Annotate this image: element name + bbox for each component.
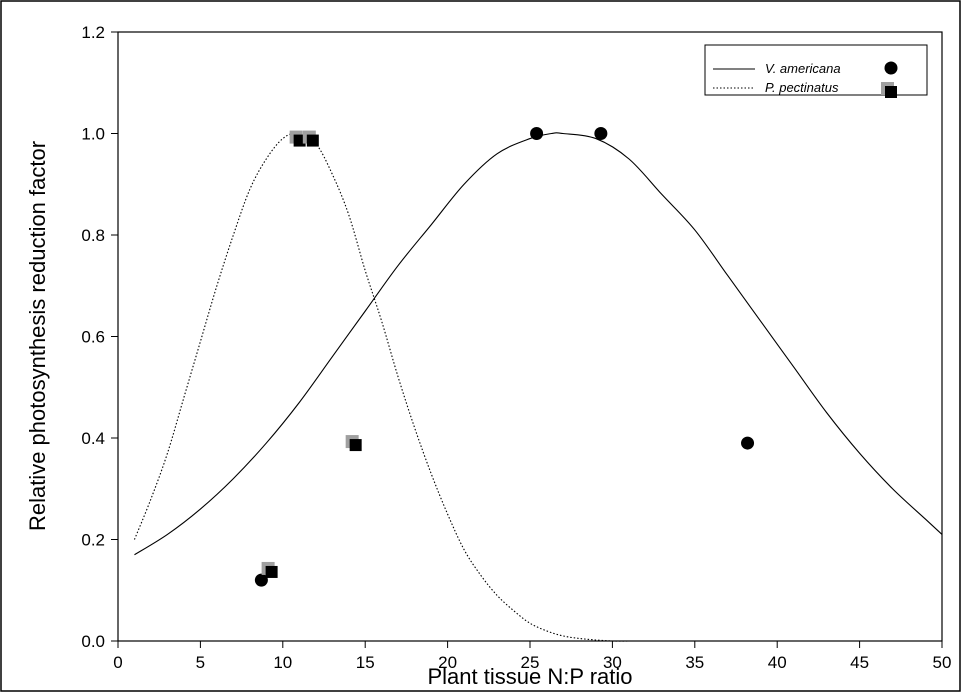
x-tick-label: 20 — [438, 653, 457, 672]
x-tick-label: 30 — [603, 653, 622, 672]
x-tick-label: 10 — [273, 653, 292, 672]
point-p-pectinatus — [306, 134, 319, 147]
x-tick-label: 25 — [521, 653, 540, 672]
x-tick-label: 5 — [196, 653, 205, 672]
legend-marker-p-pectinatus — [885, 86, 897, 98]
y-axis-ticks: 0.0 0.2 0.4 0.6 0.8 1.0 1.2 — [81, 23, 118, 651]
y-tick-label: 0.8 — [81, 226, 105, 245]
y-axis-title: Relative photosynthesis reduction factor — [25, 141, 50, 531]
legend: V. americana P. pectinatus — [704, 44, 928, 98]
x-tick-label: 35 — [685, 653, 704, 672]
point-p-pectinatus — [265, 565, 278, 578]
point-v-americana — [530, 127, 544, 140]
y-tick-label: 1.2 — [81, 23, 105, 42]
x-tick-label: 50 — [933, 653, 952, 672]
y-tick-label: 0.2 — [81, 531, 105, 550]
legend-label-p-pectinatus: P. pectinatus — [765, 80, 839, 95]
curves-layer — [133, 132, 943, 642]
curve-v-americana — [134, 132, 943, 556]
y-tick-label: 1.0 — [81, 125, 105, 144]
point-v-americana — [254, 573, 268, 587]
curve-p-pectinatus — [133, 132, 662, 642]
y-tick-label: 0.6 — [81, 328, 105, 347]
x-tick-label: 40 — [768, 653, 787, 672]
x-tick-label: 45 — [850, 653, 869, 672]
point-v-americana — [594, 127, 608, 140]
x-tick-label: 15 — [356, 653, 375, 672]
y-tick-label: 0.4 — [81, 429, 105, 448]
legend-marker-v-americana — [884, 61, 898, 75]
y-tick-label: 0.0 — [81, 632, 105, 651]
x-axis-ticks: 0 5 10 15 20 25 30 35 40 45 50 — [113, 641, 951, 672]
points-layer — [254, 127, 755, 587]
x-axis-title: Plant tissue N:P ratio — [427, 664, 632, 689]
point-p-pectinatus — [293, 134, 306, 147]
x-tick-label: 0 — [113, 653, 122, 672]
point-p-pectinatus — [349, 439, 362, 452]
point-v-americana — [741, 436, 755, 450]
legend-label-v-americana: V. americana — [765, 61, 841, 76]
